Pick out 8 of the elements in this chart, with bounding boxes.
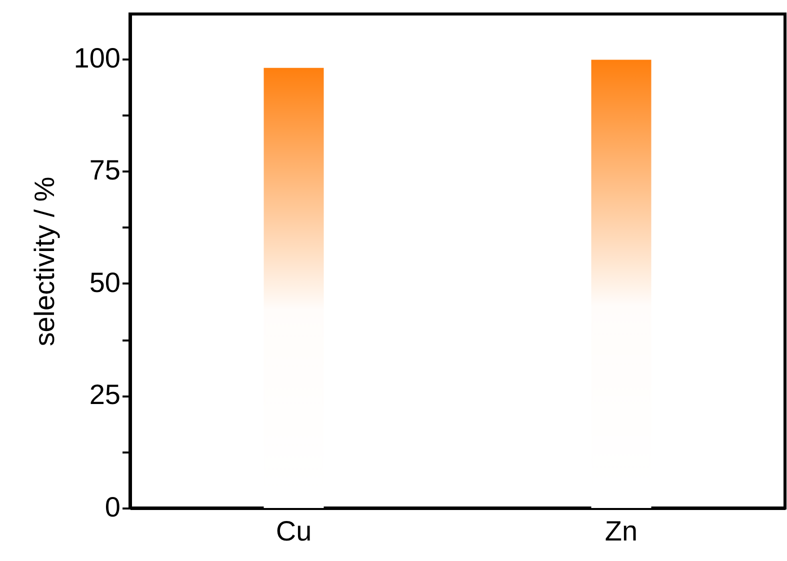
y-tick-label: 100: [74, 42, 120, 74]
y-tick-label: 50: [89, 266, 120, 298]
x-tick-label: Cu: [276, 516, 312, 546]
y-tick-label: 0: [104, 492, 120, 522]
y-tick-label: 75: [89, 154, 120, 186]
y-tick-label: 25: [89, 379, 120, 410]
x-tick-label: Zn: [604, 516, 638, 546]
y-axis-title: selectivity / %: [28, 176, 60, 346]
